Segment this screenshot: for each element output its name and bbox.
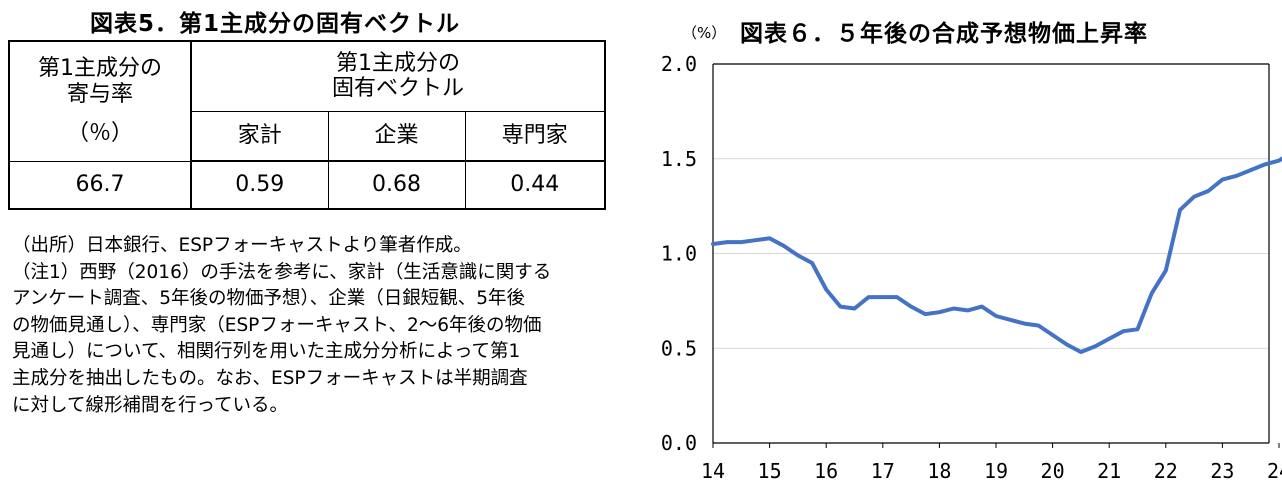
eigenvector-table: 第1主成分の 寄与率 （％） 第1主成分の 固有ベクトル 家計 企業 専門家 6…	[8, 40, 606, 210]
y-tick-label: 1.0	[661, 242, 697, 266]
x-tick-label: 17	[871, 459, 895, 483]
x-tick-label: 15	[758, 459, 782, 483]
x-tick-label: 19	[984, 459, 1008, 483]
figure6-title: 図表６．５年後の合成予想物価上昇率	[740, 21, 1148, 47]
x-tick-label: 22	[1154, 459, 1178, 483]
vector-header-line1: 第1主成分の	[336, 50, 460, 76]
x-tick-label: 23	[1210, 459, 1234, 483]
x-tick-label: 16	[814, 459, 838, 483]
x-tick-label: 20	[1041, 459, 1065, 483]
note-line: 主成分を抽出したもの。なお、ESPフォーキャストは半期調査	[12, 367, 528, 389]
vector-header-cell: 第1主成分の 固有ベクトル	[190, 40, 606, 112]
note-line: に対して線形補間を行っている。	[12, 394, 289, 416]
contribution-header-line3: （％）	[66, 120, 133, 146]
x-tick-label: 14	[701, 459, 725, 483]
column-header-firm: 企業	[327, 110, 466, 162]
contribution-header-cell: 第1主成分の 寄与率 （％）	[8, 40, 192, 162]
x-tick-label: 24	[1267, 459, 1282, 483]
line-chart: 2.0 1.5 1.0 0.5 0.014 15 16 17 18 19 20 21 22 23 24	[661, 52, 1282, 483]
contribution-header-line1: 第1主成分の	[38, 56, 162, 82]
note-line: （注1）西野（2016）の手法を参考に、家計（生活意識に関する	[12, 261, 552, 283]
note-line: （出所）日本銀行、ESPフォーキャストより筆者作成。	[12, 235, 472, 256]
column-header-household: 家計	[190, 110, 329, 162]
y-tick-label: 1.5	[661, 147, 697, 171]
vector-value-firm: 0.68	[327, 160, 466, 210]
contribution-header-line2: 寄与率	[66, 81, 133, 107]
vector-value-expert: 0.44	[464, 160, 606, 210]
x-tick-label: 18	[927, 459, 951, 483]
note-line: アンケート調査、5年後の物価予想）、企業（日銀短観、5年後	[12, 288, 526, 310]
vector-header-line2: 固有ベクトル	[331, 76, 464, 102]
series-line	[711, 156, 1282, 354]
chart-unit-label: （%）	[682, 24, 727, 42]
y-tick-label: 0.5	[661, 336, 697, 360]
y-tick-label: 0.0	[661, 431, 697, 455]
notes-block: （出所）日本銀行、ESPフォーキャストより筆者作成。 （注1）西野（2016）の…	[12, 233, 612, 419]
contribution-value-cell: 66.7	[8, 160, 192, 210]
y-tick-label: 2.0	[661, 52, 697, 76]
note-line: の物価見通し）、専門家（ESPフォーキャスト、2～6年後の物価	[12, 314, 542, 336]
vector-value-household: 0.59	[190, 160, 329, 210]
x-tick-label: 21	[1097, 459, 1121, 483]
note-line: 見通し）について、相関行列を用いた主成分分析によって第1	[12, 341, 521, 363]
figure5-title: 図表5．第1主成分の固有ベクトル	[90, 11, 461, 37]
column-header-expert: 専門家	[464, 110, 606, 162]
